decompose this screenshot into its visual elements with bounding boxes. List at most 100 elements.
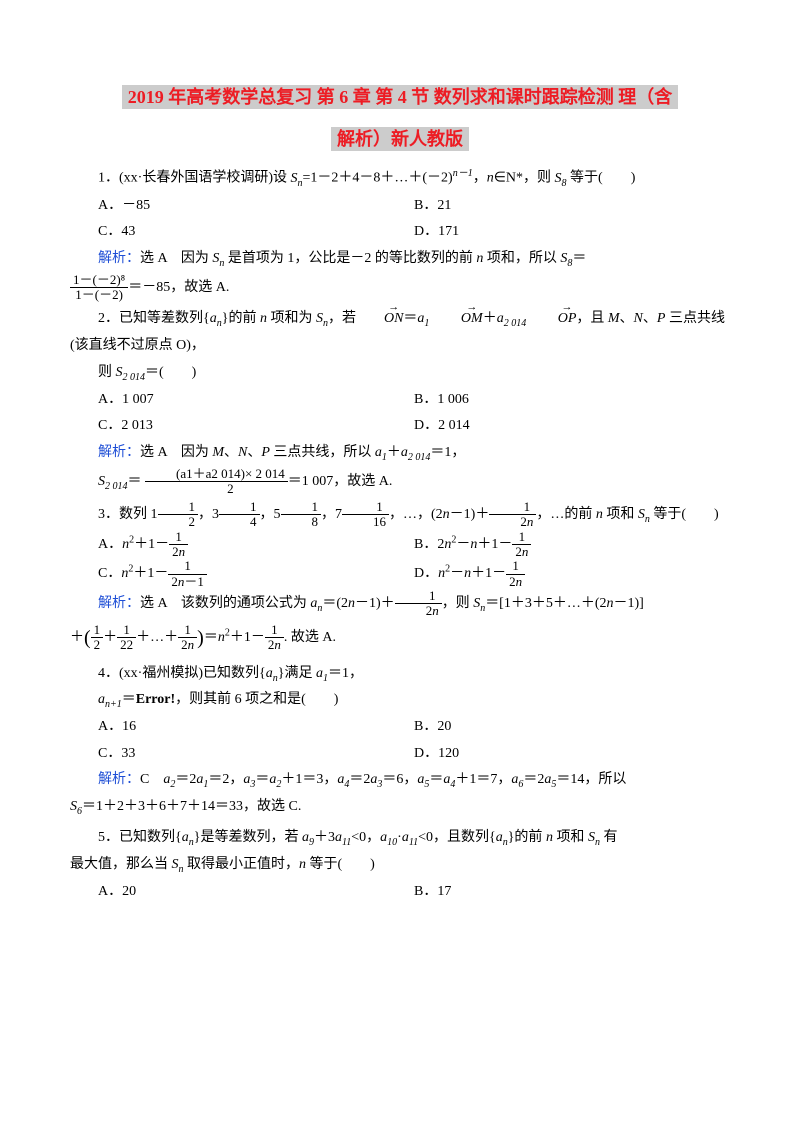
- q2-line3b: ＝( ): [145, 365, 196, 380]
- q1-ans-b: 是首项为 1，公比是－2 的等比数列的前: [224, 251, 476, 266]
- q1-ans-c: 项和，所以: [483, 251, 560, 266]
- page-title-1: 2019 年高考数学总复习 第 6 章 第 4 节 数列求和课时跟踪检测 理（含: [122, 85, 679, 109]
- q2-stem-c: 项和为: [267, 311, 316, 326]
- q5-n: n: [546, 830, 553, 845]
- q4-ans-c: ＝2，: [208, 772, 243, 787]
- q2-nn: N: [634, 311, 643, 326]
- q4a-a5: a5: [417, 772, 429, 787]
- q4a-s6: S6: [70, 799, 82, 814]
- q2-stem-g: ，且: [576, 311, 608, 326]
- q3-ans-d: ，则: [442, 596, 474, 611]
- q2-a2014: a2 014: [497, 311, 527, 326]
- q4a-a2b: a2: [269, 772, 281, 787]
- q3-stem-i: 等于( ): [650, 507, 719, 522]
- question-3: 3．数列 112，314，518，7116，…，(2n－1)＋12n，…的前 n…: [70, 500, 730, 530]
- var-sn2: Sn: [212, 251, 224, 266]
- title-line-2: 解析）新人教版: [70, 122, 730, 156]
- question-2: 2．已知等差数列{an}的前 n 项和为 Sn，若ON＝a1 OM＋a2 014…: [70, 306, 730, 333]
- q4-line2a: ＝: [122, 692, 136, 707]
- q1-stem-b: =1－2＋4－8＋…＋(－2): [303, 171, 453, 186]
- q3a-frac: 12n: [395, 589, 442, 619]
- q4-an1: an+1: [98, 692, 122, 707]
- q3-B-a: B．2: [414, 537, 444, 552]
- q4a-a3b: a3: [370, 772, 382, 787]
- q2-ans-a: 选 A 因为: [140, 445, 212, 460]
- q2-stem-d: ，若: [328, 311, 356, 326]
- q2-frac-num: (a1＋a2 014)× 2 014: [145, 467, 288, 482]
- q4-a1: a1: [316, 666, 328, 681]
- q2a-m: M: [212, 445, 224, 460]
- question-4: 4．(xx·福州模拟)已知数列{an}满足 a1＝1，: [70, 661, 730, 688]
- q4-choice-a: A．16: [98, 714, 414, 741]
- q4-ans-l: ＝1＋2＋3＋6＋7＋14＝33，故选 C.: [82, 799, 301, 814]
- q4-stem-c: ＝1，: [328, 666, 363, 681]
- q2-stem-a: 2．已知等差数列{: [98, 311, 210, 326]
- q5-a11b: a11: [402, 830, 418, 845]
- q4-answer: 解析：C a2＝2a1＝2，a3＝a2＋1＝3，a4＝2a3＝6，a5＝a4＋1…: [70, 767, 730, 794]
- q3a-f1: 12: [91, 623, 104, 653]
- q3-stem-f: －1)＋: [450, 507, 490, 522]
- q4a-a2: a2: [163, 772, 175, 787]
- q3a-f4: 12n: [265, 623, 284, 653]
- q5-an2: an: [496, 830, 508, 845]
- q5-choice-b: B．17: [414, 879, 730, 906]
- q2-answer-frac: S2 014＝ (a1＋a2 014)× 2 014 2 ＝1 007，故选 A…: [70, 467, 730, 497]
- q1-choice-a: A．－85: [98, 193, 414, 220]
- q1-ans-e: ＝－85，故选 A.: [128, 280, 229, 295]
- vec-om: OM: [433, 306, 483, 333]
- q3a-nn2: n: [218, 630, 225, 645]
- q2-ans-d: 三点共线，所以: [270, 445, 375, 460]
- q4-stem-b: }满足: [278, 666, 316, 681]
- q5-a10: a10: [380, 830, 397, 845]
- q1-stem-a: 1．(xx·长春外国语学校调研)设: [98, 171, 291, 186]
- q4-choice-b: B．20: [414, 714, 730, 741]
- q3-B-c: ＋1－: [477, 537, 512, 552]
- q1-frac-num: 1－(－2)⁸: [70, 273, 128, 288]
- q2-choice-d: D．2 014: [414, 413, 730, 440]
- q2-m: M: [608, 311, 620, 326]
- q3-ans-e: ＝[1＋3＋5＋…＋(2: [485, 596, 606, 611]
- q1-choice-b: B．21: [414, 193, 730, 220]
- q3-C-a: C．: [98, 566, 121, 581]
- q5-stem-h: 项和: [553, 830, 588, 845]
- q2-stem-b: }的前: [222, 311, 260, 326]
- page-title-2: 解析）新人教版: [331, 127, 469, 151]
- q5-stem-b: }是等差数列，若: [194, 830, 302, 845]
- q3-stem-b: ，3: [198, 507, 219, 522]
- q4-ans-f: ＝2: [349, 772, 370, 787]
- q4-ans-i: ＋1＝7，: [455, 772, 511, 787]
- q2a-p: P: [261, 445, 270, 460]
- q2a-n: N: [238, 445, 247, 460]
- q4a-a1: a1: [196, 772, 208, 787]
- q3-D-b: －: [450, 566, 464, 581]
- q4a-a6: a6: [511, 772, 523, 787]
- q2-ans-c: 、: [247, 445, 261, 460]
- exp-n1: n－1: [453, 168, 473, 179]
- q3-A-b: ＋1－: [134, 537, 169, 552]
- paren-l: (: [84, 627, 91, 649]
- q3a-an: an: [310, 596, 322, 611]
- q5-n2: n: [299, 857, 306, 872]
- q3-ans-j: . 故选 A.: [284, 630, 336, 645]
- q3a-n2: n: [607, 596, 614, 611]
- q3-f2: 14: [219, 500, 260, 530]
- q3-f3: 18: [281, 500, 322, 530]
- q5-line2a: 最大值，那么当: [70, 857, 172, 872]
- q2-answer: 解析：选 A 因为 M、N、P 三点共线，所以 a1＋a2 014＝1，: [70, 440, 730, 467]
- q2-s2014b: S2 014: [98, 474, 128, 489]
- q3-ans-h: ＝: [204, 630, 218, 645]
- q4-an: an: [266, 666, 278, 681]
- q5-a9: a9: [302, 830, 314, 845]
- q4-ans-label: 解析：: [98, 772, 140, 787]
- q2-ans-e: ＋: [387, 445, 401, 460]
- q4-line2: an+1＝Error!，则其前 6 项之和是( ): [70, 687, 730, 714]
- q2-s2014: S2 014: [116, 365, 146, 380]
- q3-stem-d: ，7: [321, 507, 342, 522]
- q3-ans-label: 解析：: [98, 596, 140, 611]
- paren-r: ): [197, 627, 204, 649]
- q2-ans-f: ＝1，: [430, 445, 465, 460]
- q2-line3a: 则: [98, 365, 116, 380]
- q3-stem-c: ，5: [260, 507, 281, 522]
- q2-ans-label: 解析：: [98, 445, 140, 460]
- q3C-frac: 12n－1: [168, 559, 207, 589]
